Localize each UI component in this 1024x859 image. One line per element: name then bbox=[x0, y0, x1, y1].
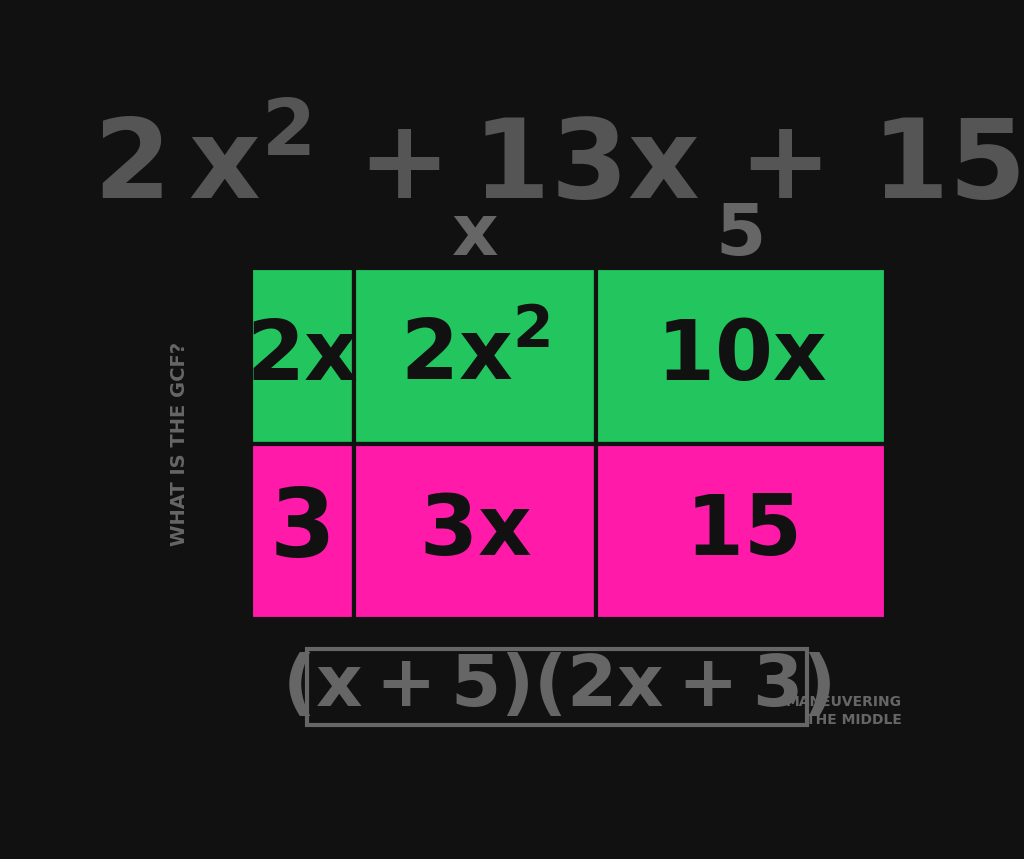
Text: $\mathbf{2x^2}$: $\mathbf{2x^2}$ bbox=[400, 315, 550, 397]
Text: MANEUVERING: MANEUVERING bbox=[785, 695, 902, 709]
Text: WHAT IS THE GCF?: WHAT IS THE GCF? bbox=[170, 342, 189, 545]
Text: $\mathbf{3x}$: $\mathbf{3x}$ bbox=[419, 490, 531, 572]
Bar bbox=[596, 268, 886, 444]
Text: 2x: 2x bbox=[247, 315, 358, 397]
Bar bbox=[354, 444, 596, 619]
Text: $\mathbf{15}$: $\mathbf{15}$ bbox=[685, 490, 797, 572]
Text: 5: 5 bbox=[716, 201, 766, 270]
Bar bbox=[354, 268, 596, 444]
Text: $\mathbf{2\,x^2\,+13x\,+\,15}$: $\mathbf{2\,x^2\,+13x\,+\,15}$ bbox=[93, 116, 1020, 222]
Text: $\mathbf{(x + 5)(2x + 3)}$: $\mathbf{(x + 5)(2x + 3)}$ bbox=[282, 652, 831, 722]
Bar bbox=[251, 268, 354, 444]
Bar bbox=[306, 649, 807, 725]
Bar bbox=[251, 444, 354, 619]
Text: 3: 3 bbox=[269, 485, 336, 577]
Bar bbox=[596, 444, 886, 619]
Text: THE MIDDLE: THE MIDDLE bbox=[806, 712, 902, 727]
Text: x: x bbox=[452, 201, 499, 270]
Text: $\mathbf{10x}$: $\mathbf{10x}$ bbox=[655, 315, 826, 397]
